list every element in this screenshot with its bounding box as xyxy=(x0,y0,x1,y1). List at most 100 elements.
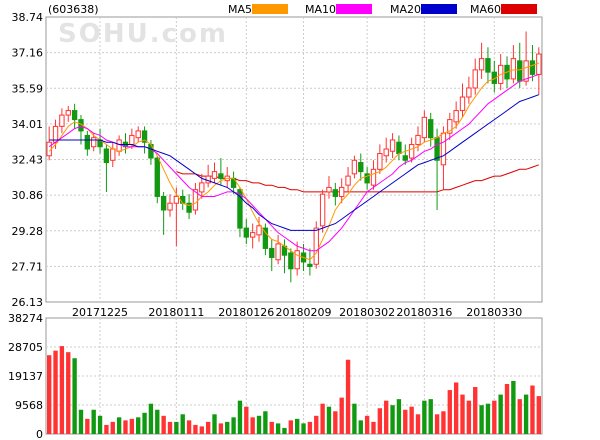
candle-body xyxy=(408,143,415,159)
volume-bar xyxy=(288,420,293,434)
candle xyxy=(288,248,294,283)
legend-swatch xyxy=(421,4,457,14)
volume-bar xyxy=(390,405,395,434)
volume-bar xyxy=(498,394,503,434)
candle xyxy=(116,135,122,156)
candle xyxy=(122,133,129,154)
candle-body xyxy=(453,110,459,123)
volume-bar xyxy=(492,400,497,434)
date-tick-label: 20180126 xyxy=(218,306,274,319)
candle xyxy=(180,189,186,211)
volume-tick-label: 38274 xyxy=(8,312,43,325)
volume-bar xyxy=(301,423,306,434)
volume-bar xyxy=(473,387,478,434)
volume-bar xyxy=(174,421,179,434)
legend-label: MA20 xyxy=(390,3,421,16)
candle-layer xyxy=(46,31,542,283)
candle-body xyxy=(472,69,478,89)
volume-bar xyxy=(460,394,465,434)
candle xyxy=(256,216,262,242)
volume-bar xyxy=(104,424,109,434)
stock-code: (603638) xyxy=(48,3,99,16)
price-tick-label: 35.59 xyxy=(12,82,44,95)
candle xyxy=(478,42,485,79)
candle-body xyxy=(154,157,160,197)
candle-body xyxy=(485,58,491,73)
volume-bar xyxy=(466,400,472,434)
candle-body xyxy=(396,141,402,155)
candle-body xyxy=(59,114,65,127)
price-tick-label: 27.71 xyxy=(12,260,44,273)
candle-body xyxy=(402,155,408,161)
candle-body xyxy=(364,173,370,184)
candle-body xyxy=(205,175,211,184)
candle-body xyxy=(370,168,377,186)
volume-tick-label: 19137 xyxy=(8,370,43,383)
volume-bar xyxy=(167,421,173,434)
price-tick-label: 34.01 xyxy=(12,118,44,131)
volume-bar xyxy=(333,411,338,434)
legend-swatch xyxy=(252,4,288,14)
volume-bar xyxy=(314,415,319,434)
candle-body xyxy=(186,202,192,213)
volume-bar xyxy=(47,355,52,434)
candle-body xyxy=(256,225,262,236)
watermark: SOHU.com xyxy=(58,19,228,49)
volume-bar xyxy=(116,417,122,434)
candle-body xyxy=(434,137,440,161)
volume-bar xyxy=(282,427,287,434)
candle xyxy=(491,60,497,93)
candle xyxy=(383,137,389,163)
volume-bar xyxy=(129,418,135,434)
candle xyxy=(192,182,199,215)
volume-bar xyxy=(155,409,160,434)
candle xyxy=(447,112,453,140)
volume-bar xyxy=(511,380,516,434)
candle-body xyxy=(135,130,141,139)
volume-bar xyxy=(295,418,300,434)
legend-label: MA10 xyxy=(305,3,336,16)
candle xyxy=(434,128,440,211)
candle-body xyxy=(84,134,91,150)
candle-body xyxy=(447,119,453,134)
volume-bar xyxy=(517,399,522,434)
candle xyxy=(110,142,116,168)
candle xyxy=(440,126,447,190)
date-tick-label: 20180330 xyxy=(466,306,522,319)
volume-bar xyxy=(244,406,249,434)
candle-body xyxy=(345,175,351,186)
volume-bar xyxy=(275,423,281,434)
candle-body xyxy=(307,263,313,268)
candle xyxy=(377,144,383,174)
candle xyxy=(205,164,211,188)
candle-body xyxy=(116,139,122,152)
volume-bar xyxy=(326,406,332,434)
volume-bar xyxy=(269,421,274,434)
volume-bar xyxy=(403,409,408,434)
header: (603638) MA5 MA10 MA20 MA60 xyxy=(48,3,537,16)
volume-bar xyxy=(91,409,96,434)
volume-bar xyxy=(371,421,376,434)
legend-label: MA5 xyxy=(228,3,252,16)
volume-bar xyxy=(377,408,383,434)
candle xyxy=(529,45,536,82)
candle-body xyxy=(243,227,249,238)
volume-bar xyxy=(422,400,427,434)
candle xyxy=(351,155,358,179)
volume-bar xyxy=(180,414,185,434)
candle-body xyxy=(332,189,339,197)
volume-bar xyxy=(78,409,84,434)
ma20-line xyxy=(49,94,539,231)
volume-bar xyxy=(479,405,484,434)
volume-bar xyxy=(136,417,141,434)
candle-body xyxy=(141,130,148,143)
candle xyxy=(389,133,396,159)
volume-bar xyxy=(218,423,224,434)
candle xyxy=(326,176,332,199)
candle-body xyxy=(326,186,332,193)
candle-body xyxy=(421,116,428,139)
candle xyxy=(364,167,370,190)
volume-bar xyxy=(72,358,77,434)
candle-body xyxy=(211,171,218,179)
candle-body xyxy=(269,247,275,258)
